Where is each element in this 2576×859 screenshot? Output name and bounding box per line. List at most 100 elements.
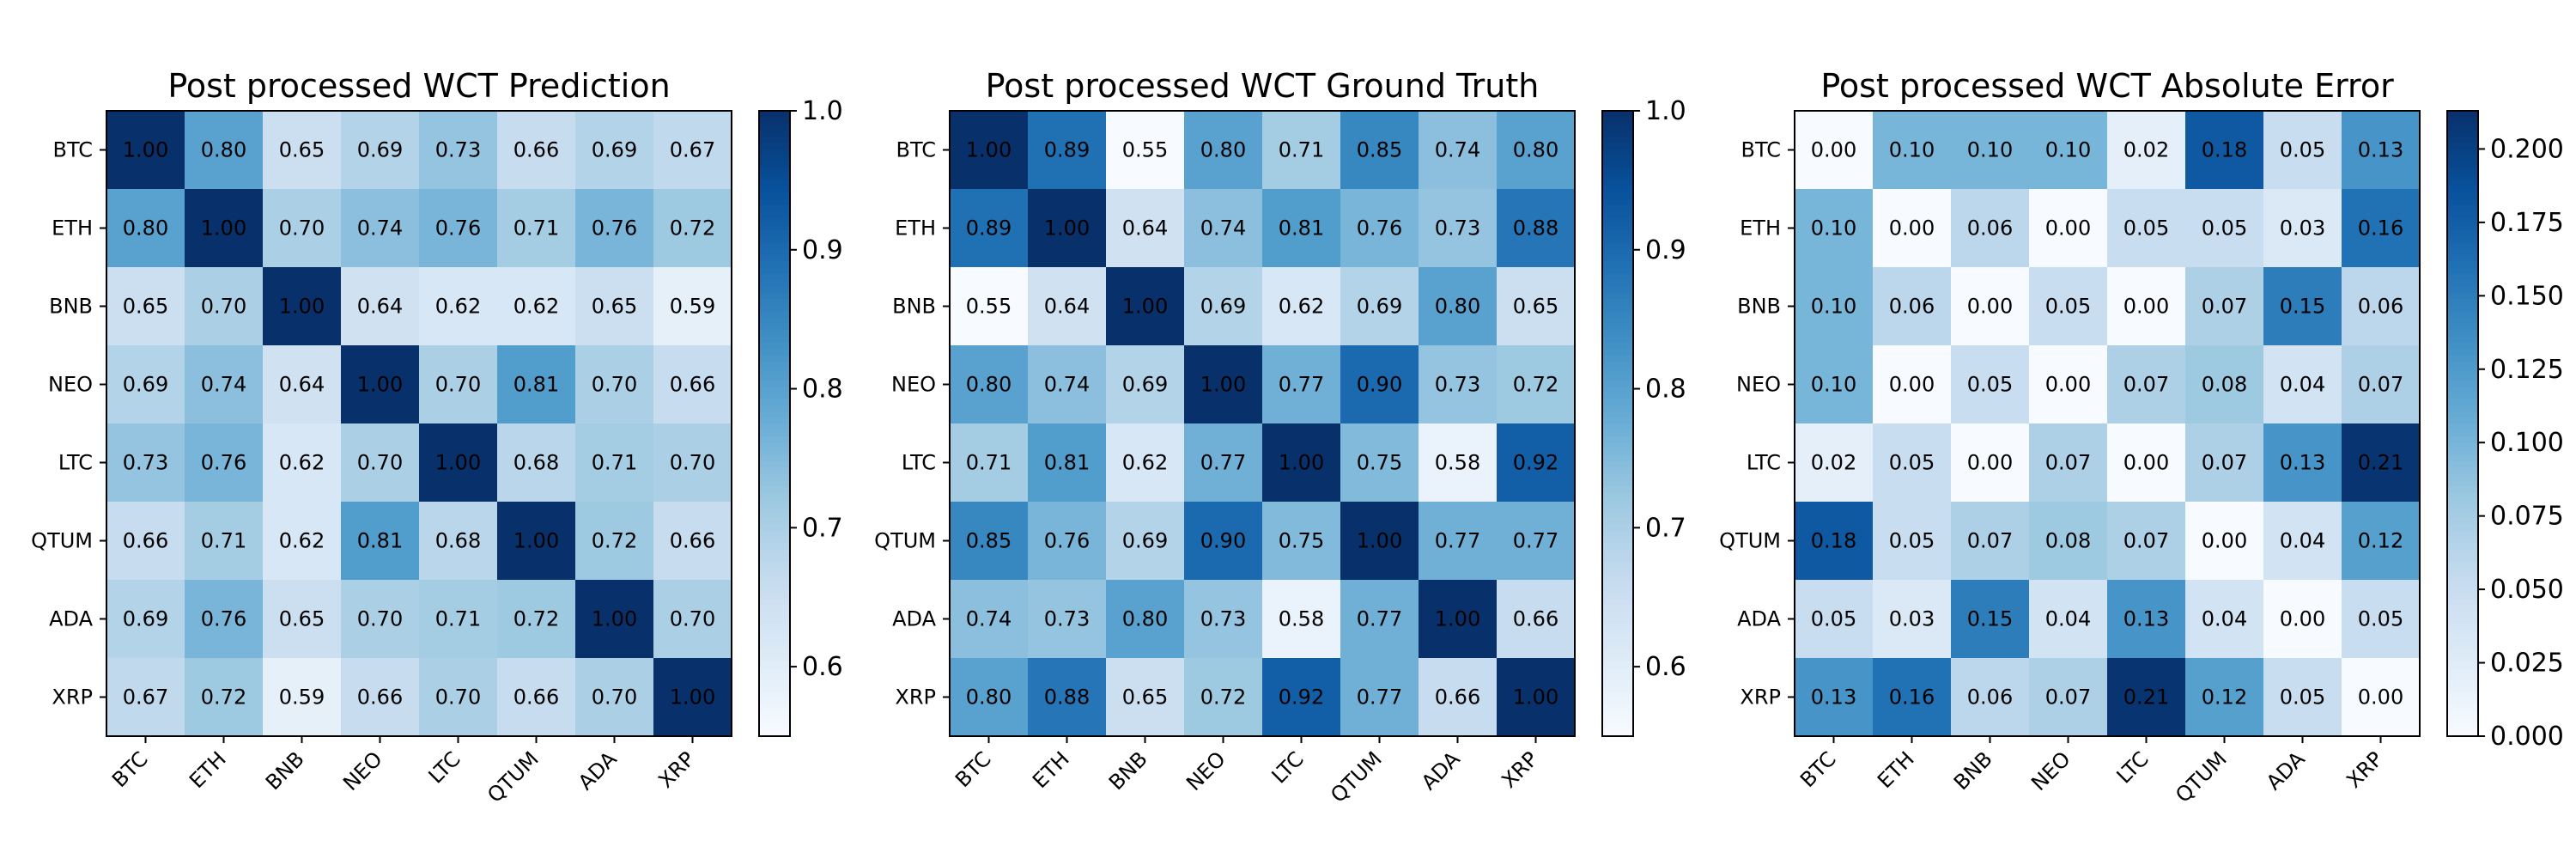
- heatmap-cell: [497, 267, 576, 346]
- cell-value-label: 0.10: [2045, 138, 2091, 162]
- colorbar-tick-label: 0.6: [802, 652, 843, 682]
- cell-value-label: 0.55: [1122, 138, 1168, 162]
- colorbar-segment: [759, 466, 790, 474]
- colorbar-segment: [759, 548, 790, 556]
- colorbar-segment: [759, 442, 790, 449]
- cell-value-label: 0.69: [1200, 295, 1246, 319]
- colorbar-segment: [2447, 692, 2478, 699]
- colorbar-segment: [759, 611, 790, 618]
- heatmap-cell: [1951, 423, 2030, 503]
- heatmap-cell: [106, 502, 185, 581]
- cell-value-label: 0.62: [279, 529, 325, 553]
- colorbar-segment: [759, 536, 790, 543]
- row-label: XRP: [1740, 685, 1781, 710]
- colorbar-segment: [1602, 460, 1633, 468]
- heatmap-cell: [1497, 580, 1576, 659]
- cell-value-label: 0.72: [670, 216, 715, 241]
- cell-value-label: 0.73: [1435, 373, 1480, 397]
- heatmap-cell: [2029, 580, 2108, 659]
- colorbar-segment: [1602, 167, 1633, 174]
- heatmap-cell: [575, 580, 654, 659]
- colorbar-segment: [1602, 430, 1633, 437]
- heatmap-cell: [2263, 423, 2342, 503]
- cell-value-label: 0.55: [966, 295, 1012, 319]
- column-label: BTC: [1795, 746, 1841, 792]
- heatmap-cell: [1184, 111, 1263, 190]
- heatmap-cell: [575, 345, 654, 424]
- colorbar-segment: [759, 411, 790, 418]
- heatmap-cell: [575, 658, 654, 737]
- cell-value-label: 0.73: [1200, 607, 1246, 631]
- colorbar-segment: [1602, 241, 1633, 249]
- colorbar-segment: [759, 542, 790, 550]
- cell-value-label: 1.00: [201, 216, 246, 241]
- cell-value-label: 0.80: [123, 216, 168, 241]
- colorbar-segment: [759, 586, 790, 594]
- cell-value-label: 0.00: [2123, 295, 2169, 319]
- panel-title: Post processed WCT Absolute Error: [1820, 67, 2394, 105]
- cell-value-label: 0.00: [1889, 373, 1935, 397]
- cell-value-label: 0.16: [2358, 216, 2403, 241]
- colorbar-segment: [759, 485, 790, 493]
- colorbar-segment: [759, 235, 790, 243]
- colorbar-segment: [759, 436, 790, 443]
- colorbar-segment: [1602, 548, 1633, 556]
- heatmap-cell: [1419, 111, 1498, 190]
- column-label: QTUM: [2171, 746, 2232, 807]
- cell-value-label: 0.80: [1122, 607, 1168, 631]
- colorbar-tick-label: 0.8: [802, 375, 843, 405]
- colorbar-segment: [2447, 361, 2478, 369]
- column-label: ETH: [1873, 746, 1919, 793]
- colorbar-segment: [1602, 235, 1633, 243]
- colorbar-segment: [1602, 223, 1633, 230]
- colorbar-segment: [2447, 285, 2478, 293]
- colorbar-segment: [2447, 329, 2478, 337]
- column-label: LTC: [424, 746, 465, 788]
- colorbar-segment: [2447, 292, 2478, 299]
- colorbar-segment: [1602, 423, 1633, 430]
- cell-value-label: 0.81: [1044, 451, 1090, 475]
- cell-value-label: 0.71: [966, 451, 1012, 475]
- heatmap-cell: [1419, 189, 1498, 268]
- heatmap-cell: [2107, 423, 2186, 503]
- colorbar-segment: [2447, 398, 2478, 405]
- colorbar-segment: [759, 692, 790, 699]
- cell-value-label: 0.12: [2358, 529, 2403, 553]
- row-label: QTUM: [874, 529, 936, 553]
- heatmap-cell: [185, 111, 264, 190]
- row-label: BNB: [49, 295, 93, 319]
- heatmap-cell: [2342, 502, 2421, 581]
- heatmap-cell: [419, 111, 498, 190]
- colorbar-segment: [1602, 136, 1633, 143]
- colorbar-segment: [2447, 192, 2478, 199]
- cell-value-label: 1.00: [1122, 295, 1168, 319]
- colorbar-segment: [1602, 411, 1633, 418]
- colorbar-segment: [1602, 310, 1633, 318]
- colorbar-segment: [759, 229, 790, 237]
- heatmap-cell: [950, 267, 1029, 346]
- heatmap-cell: [2107, 502, 2186, 581]
- colorbar-segment: [1602, 723, 1633, 731]
- colorbar-segment: [2447, 423, 2478, 430]
- cell-value-label: 0.04: [2045, 607, 2091, 631]
- heatmap-cell: [1340, 502, 1419, 581]
- heatmap-cell: [2185, 580, 2264, 659]
- colorbar-segment: [759, 623, 790, 631]
- heatmap-cell: [653, 502, 732, 581]
- cell-value-label: 0.15: [1967, 607, 2013, 631]
- colorbar-segment: [1602, 704, 1633, 712]
- colorbar-segment: [1602, 204, 1633, 212]
- colorbar-segment: [2447, 485, 2478, 493]
- cell-value-label: 0.71: [201, 529, 246, 553]
- heatmap-cell: [419, 580, 498, 659]
- cell-value-label: 0.92: [1513, 451, 1558, 475]
- heatmap-cell: [1340, 189, 1419, 268]
- heatmap-cell: [1262, 111, 1341, 190]
- colorbar-segment: [2447, 248, 2478, 256]
- cell-value-label: 0.59: [670, 295, 715, 319]
- cell-value-label: 0.21: [2123, 685, 2169, 710]
- heatmap-cell: [263, 345, 342, 424]
- heatmap-cell: [2342, 423, 2421, 503]
- heatmap-cell: [1262, 345, 1341, 424]
- heatmap-cell: [1184, 580, 1263, 659]
